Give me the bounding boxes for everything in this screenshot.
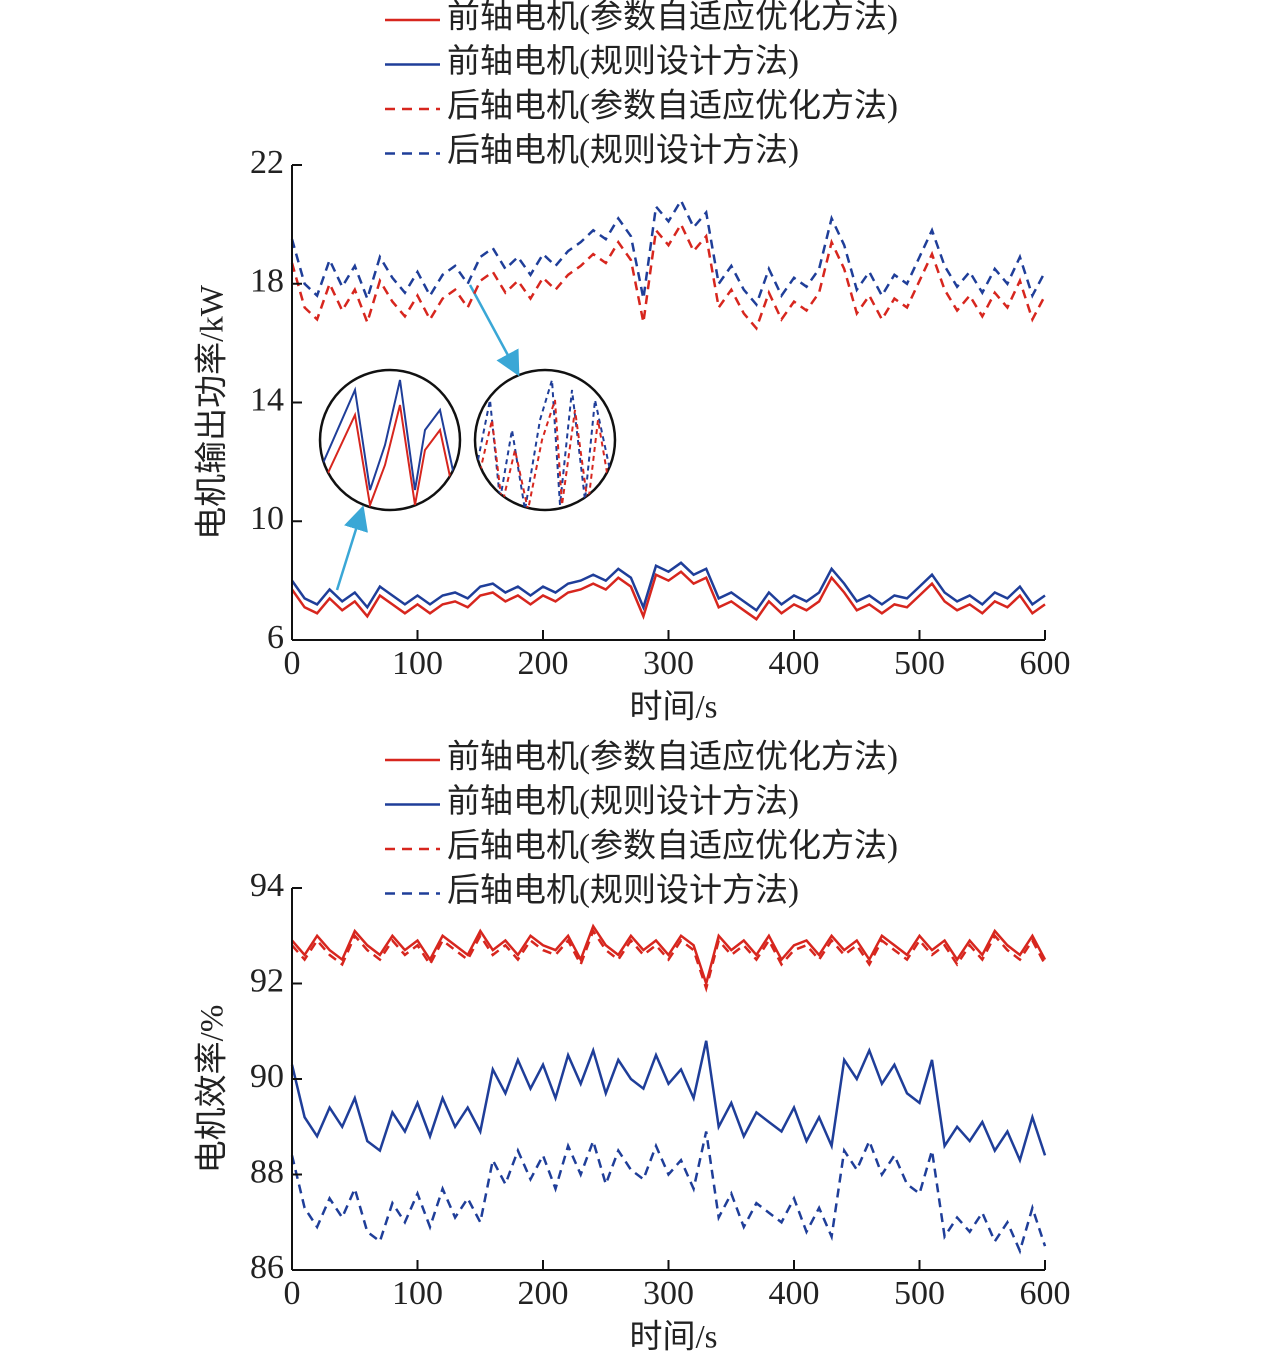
x-tick-label: 400 <box>769 1275 820 1312</box>
x-tick-label: 200 <box>518 645 569 682</box>
x-tick-label: 400 <box>769 645 820 682</box>
y-tick-label: 86 <box>250 1249 284 1286</box>
x-tick-label: 300 <box>643 1275 694 1312</box>
x-tick-label: 100 <box>392 1275 443 1312</box>
legend-label: 后轴电机(参数自适应优化方法) <box>447 88 898 125</box>
inset-zoom <box>318 284 617 591</box>
series-line <box>290 570 1046 621</box>
series-line <box>290 221 1047 331</box>
y-tick-label: 6 <box>267 619 284 656</box>
y-tick-label: 92 <box>250 962 284 999</box>
y-tick-label: 18 <box>250 263 284 300</box>
x-tick-label: 100 <box>392 645 443 682</box>
series-line <box>291 928 1047 993</box>
series-line <box>290 1040 1047 1164</box>
series-line <box>291 923 1047 988</box>
x-tick-label: 0 <box>284 645 301 682</box>
series-line <box>290 197 1047 307</box>
x-tick-label: 200 <box>518 1275 569 1312</box>
y-tick-label: 88 <box>250 1153 284 1190</box>
series-line <box>290 1131 1047 1255</box>
x-tick-label: 300 <box>643 645 694 682</box>
y-tick-label: 94 <box>250 867 284 904</box>
legend-label: 前轴电机(参数自适应优化方法) <box>447 0 898 36</box>
series-line <box>290 561 1046 613</box>
y-tick-label: 90 <box>250 1058 284 1095</box>
x-tick-label: 500 <box>894 1275 945 1312</box>
legend-label: 后轴电机(规则设计方法) <box>447 872 799 909</box>
x-tick-label: 500 <box>894 645 945 682</box>
legend-label: 前轴电机(规则设计方法) <box>447 783 799 820</box>
y-tick-label: 14 <box>250 381 284 418</box>
legend-label: 前轴电机(参数自适应优化方法) <box>447 739 898 776</box>
y-tick-label: 10 <box>250 500 284 537</box>
x-axis-label: 时间/s <box>629 690 717 726</box>
y-tick-label: 22 <box>250 144 284 181</box>
x-tick-label: 600 <box>1020 1275 1071 1312</box>
legend-label: 后轴电机(规则设计方法) <box>447 132 799 169</box>
x-tick-label: 600 <box>1020 645 1071 682</box>
legend-label: 前轴电机(规则设计方法) <box>447 43 799 80</box>
plot <box>290 923 1047 1255</box>
x-tick-label: 0 <box>284 1275 301 1312</box>
x-axis-label: 时间/s <box>629 1320 717 1356</box>
legend-label: 后轴电机(参数自适应优化方法) <box>447 828 898 865</box>
y-axis-label: 电机输出功率/kW <box>194 284 231 540</box>
plot <box>290 197 1047 621</box>
y-axis-label: 电机效率/% <box>194 1005 231 1174</box>
